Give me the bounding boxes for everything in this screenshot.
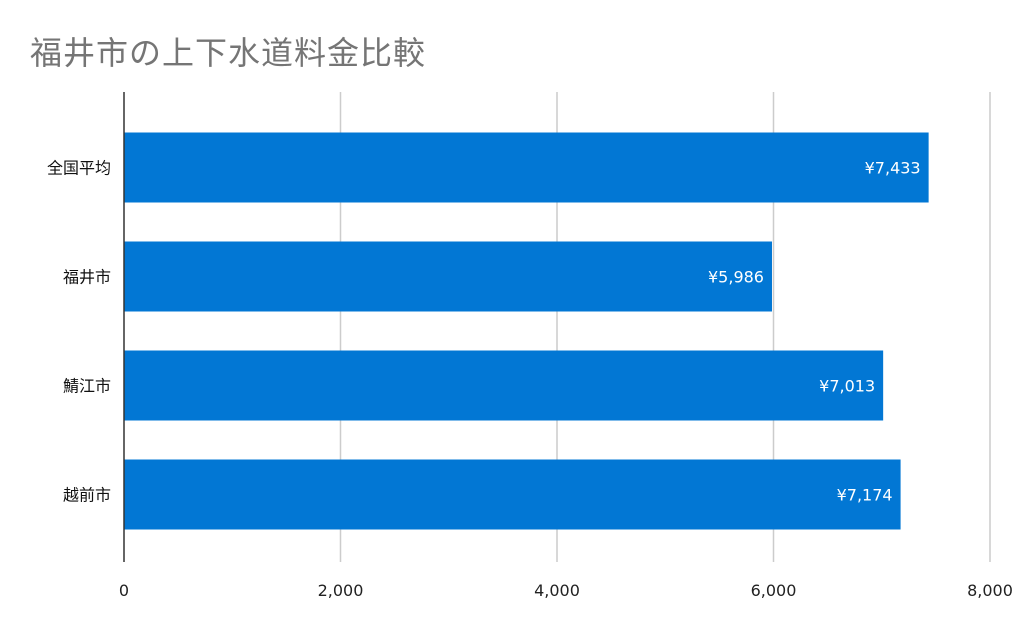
y-category-label: 越前市: [63, 486, 111, 505]
bars: ¥7,433 ¥5,986 ¥7,013 ¥7,174: [124, 132, 929, 530]
x-tick-label: 2,000: [318, 581, 364, 600]
x-tick-label: 6,000: [751, 581, 797, 600]
x-tick-label: 0: [119, 581, 129, 600]
bar: [124, 350, 884, 421]
data-label: ¥7,013: [819, 377, 875, 396]
data-label: ¥5,986: [708, 268, 764, 287]
bar: [124, 241, 772, 312]
y-category-label: 全国平均: [47, 159, 111, 178]
y-category-label: 鯖江市: [63, 377, 111, 396]
bar: [124, 132, 929, 203]
chart-title: 福井市の上下水道料金比較: [30, 34, 427, 72]
x-tick-label: 8,000: [967, 581, 1013, 600]
y-category-label: 福井市: [63, 268, 111, 287]
bar: [124, 459, 901, 530]
data-label: ¥7,174: [837, 486, 893, 505]
x-tick-label: 4,000: [534, 581, 580, 600]
data-label: ¥7,433: [865, 159, 921, 178]
